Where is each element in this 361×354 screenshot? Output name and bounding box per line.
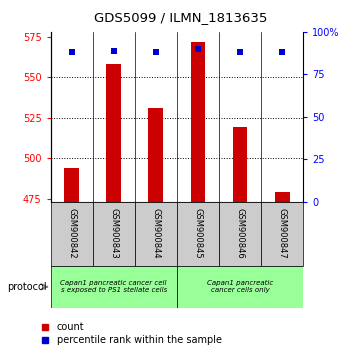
Text: Capan1 pancreatic
cancer cells only: Capan1 pancreatic cancer cells only (207, 280, 273, 293)
Text: GSM900847: GSM900847 (278, 208, 287, 259)
Bar (219, 202, 261, 266)
Text: GSM900844: GSM900844 (151, 208, 160, 259)
Bar (275, 192, 290, 202)
Text: GSM900846: GSM900846 (236, 208, 244, 259)
Bar (261, 202, 303, 266)
Text: protocol: protocol (7, 282, 47, 292)
Bar (148, 108, 163, 202)
Bar (177, 202, 219, 266)
Bar (177, 266, 303, 308)
Text: GSM900842: GSM900842 (67, 208, 76, 259)
Text: GSM900843: GSM900843 (109, 208, 118, 259)
Bar (106, 64, 121, 202)
Legend: count, percentile rank within the sample: count, percentile rank within the sample (37, 319, 226, 349)
Bar (191, 41, 205, 202)
Text: GSM900845: GSM900845 (193, 208, 203, 259)
Bar (51, 202, 93, 266)
Bar (51, 266, 177, 308)
Text: GDS5099 / ILMN_1813635: GDS5099 / ILMN_1813635 (94, 11, 267, 24)
Text: Capan1 pancreatic cancer cell
s exposed to PS1 stellate cells: Capan1 pancreatic cancer cell s exposed … (60, 280, 167, 293)
Bar (64, 168, 79, 202)
Bar (135, 202, 177, 266)
Bar (233, 127, 247, 202)
Bar (93, 202, 135, 266)
